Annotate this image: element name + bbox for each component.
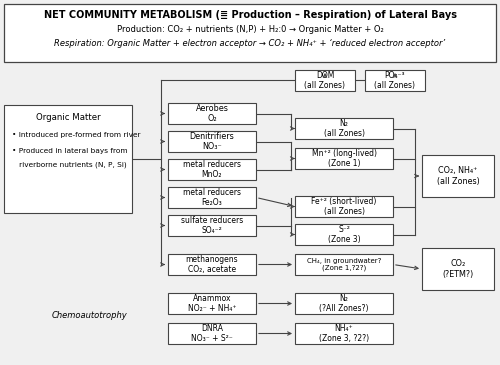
Text: sulfate reducers
SO₄⁻²: sulfate reducers SO₄⁻² xyxy=(181,216,243,235)
FancyBboxPatch shape xyxy=(365,70,425,91)
FancyBboxPatch shape xyxy=(168,103,256,124)
FancyBboxPatch shape xyxy=(295,70,355,91)
FancyBboxPatch shape xyxy=(4,4,496,62)
Text: DNRA
NO₃⁻ + S²⁻: DNRA NO₃⁻ + S²⁻ xyxy=(191,324,233,343)
FancyBboxPatch shape xyxy=(422,155,494,197)
FancyBboxPatch shape xyxy=(168,254,256,275)
Text: N₂
(?All Zones?): N₂ (?All Zones?) xyxy=(320,294,369,313)
FancyBboxPatch shape xyxy=(295,293,393,314)
FancyBboxPatch shape xyxy=(295,196,393,217)
Text: S⁻²
(Zone 3): S⁻² (Zone 3) xyxy=(328,225,360,244)
Text: CO₂, NH₄⁺
(all Zones): CO₂, NH₄⁺ (all Zones) xyxy=(436,166,480,186)
FancyBboxPatch shape xyxy=(295,224,393,245)
FancyBboxPatch shape xyxy=(295,254,393,275)
Text: CO₂
(?ETM?): CO₂ (?ETM?) xyxy=(442,259,474,279)
FancyBboxPatch shape xyxy=(168,293,256,314)
Text: • Introduced pre-formed from river: • Introduced pre-formed from river xyxy=(12,132,140,138)
Text: Denitrifiers
NO₃⁻: Denitrifiers NO₃⁻ xyxy=(190,132,234,151)
Text: Production: CO₂ + nutrients (N,P) + H₂:0 → Organic Matter + O₂: Production: CO₂ + nutrients (N,P) + H₂:0… xyxy=(116,24,384,34)
Text: DOM
(all Zones): DOM (all Zones) xyxy=(304,71,346,90)
Text: Fe⁺² (short-lived)
(all Zones): Fe⁺² (short-lived) (all Zones) xyxy=(312,197,376,216)
FancyBboxPatch shape xyxy=(168,131,256,152)
Text: Mn⁺² (long-lived)
(Zone 1): Mn⁺² (long-lived) (Zone 1) xyxy=(312,149,376,168)
FancyBboxPatch shape xyxy=(422,248,494,290)
Text: CH₄, in groundwater?
(Zone 1,?2?): CH₄, in groundwater? (Zone 1,?2?) xyxy=(307,258,381,271)
Text: Organic Matter: Organic Matter xyxy=(36,114,100,123)
Text: Respiration: Organic Matter + electron acceptor → CO₂ + NH₄⁺ + ‘reduced electron: Respiration: Organic Matter + electron a… xyxy=(54,39,446,49)
FancyBboxPatch shape xyxy=(168,215,256,236)
FancyBboxPatch shape xyxy=(168,159,256,180)
FancyBboxPatch shape xyxy=(4,105,132,213)
Text: • Produced in lateral bays from: • Produced in lateral bays from xyxy=(12,148,128,154)
Text: methanogens
CO₂, acetate: methanogens CO₂, acetate xyxy=(186,255,238,274)
Text: N₂
(all Zones): N₂ (all Zones) xyxy=(324,119,364,138)
Text: Aerobes
O₂: Aerobes O₂ xyxy=(196,104,228,123)
Text: PO₄⁻³
(all Zones): PO₄⁻³ (all Zones) xyxy=(374,71,416,90)
Text: Chemoautotrophy: Chemoautotrophy xyxy=(52,311,128,319)
FancyBboxPatch shape xyxy=(168,187,256,208)
FancyBboxPatch shape xyxy=(295,118,393,139)
FancyBboxPatch shape xyxy=(168,323,256,344)
FancyBboxPatch shape xyxy=(295,148,393,169)
Text: riverborne nutrients (N, P, Si): riverborne nutrients (N, P, Si) xyxy=(12,162,127,168)
FancyBboxPatch shape xyxy=(295,323,393,344)
Text: NET COMMUNITY METABOLISM (≣ Production – Respiration) of Lateral Bays: NET COMMUNITY METABOLISM (≣ Production –… xyxy=(44,10,457,20)
Text: Anammox
NO₂⁻ + NH₄⁺: Anammox NO₂⁻ + NH₄⁺ xyxy=(188,294,236,313)
Text: metal reducers
MnO₂: metal reducers MnO₂ xyxy=(183,160,241,179)
Text: NH₄⁺
(Zone 3, ?2?): NH₄⁺ (Zone 3, ?2?) xyxy=(319,324,369,343)
Text: metal reducers
Fe₂O₃: metal reducers Fe₂O₃ xyxy=(183,188,241,207)
